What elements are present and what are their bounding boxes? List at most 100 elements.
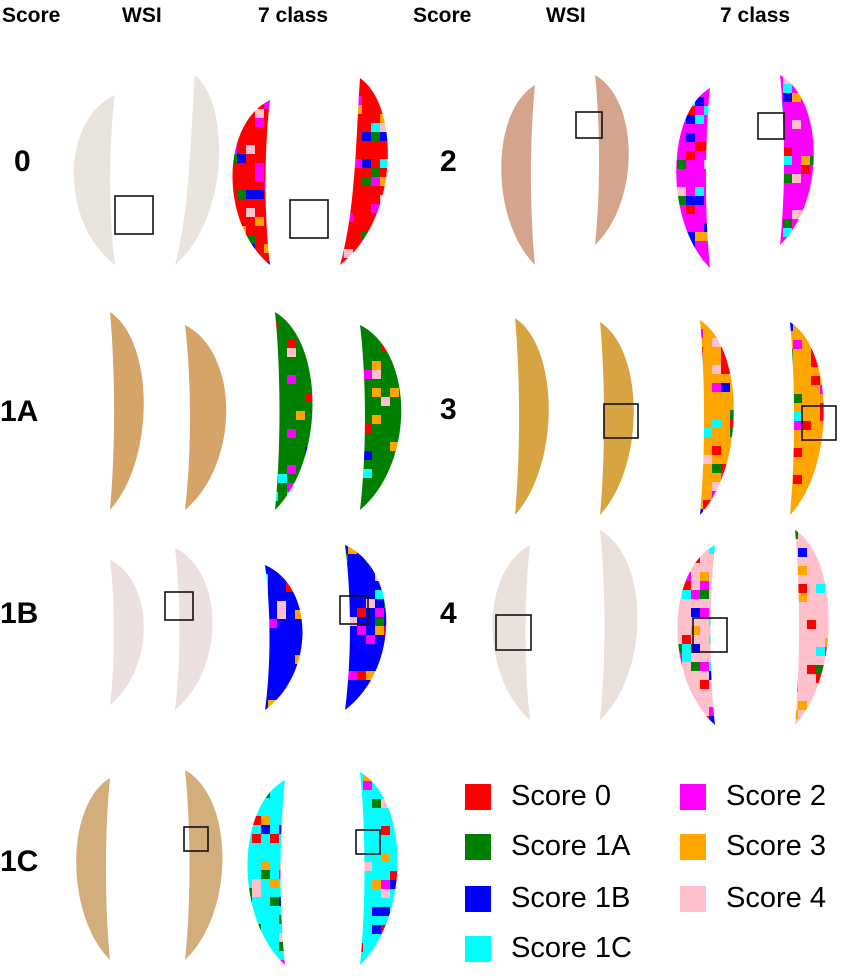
heatmap-tile (255, 199, 264, 208)
heatmap-tile (278, 321, 287, 330)
heatmap-tile (807, 638, 816, 647)
heatmap-tile (219, 244, 228, 253)
heatmap-tile (757, 421, 766, 430)
heatmap-tile (309, 262, 318, 271)
heatmap-tile (793, 475, 802, 484)
heatmap-tile (303, 680, 312, 689)
heatmap-tile (700, 662, 709, 671)
heatmap-tile (407, 150, 416, 159)
heatmap-tile (304, 601, 313, 610)
legend-label: Score 2 (726, 780, 826, 812)
heatmap-tile (317, 186, 326, 195)
heatmap-tile (722, 115, 731, 124)
heatmap-tile (691, 590, 700, 599)
heatmap-tile (305, 474, 313, 483)
heatmap-tile (677, 115, 686, 124)
heatmap-tile (713, 178, 722, 187)
heatmap-tile (730, 484, 739, 493)
heatmap-tile (704, 151, 710, 160)
heatmap-tile (686, 241, 695, 250)
heatmap-tile (738, 192, 747, 201)
heatmap-tile (314, 393, 323, 402)
heatmap-tile (780, 638, 789, 647)
heatmap-tile (417, 799, 426, 808)
heatmap-tile (772, 644, 781, 653)
heatmap-tile (318, 880, 327, 889)
heatmap-tile (237, 217, 246, 226)
heatmap-tile (408, 862, 417, 871)
heatmap-tile (402, 545, 411, 554)
heatmap-tile (317, 105, 326, 114)
heatmap-tile (308, 114, 317, 123)
heatmap-tile (318, 898, 327, 907)
heatmap-tile (288, 897, 297, 906)
heatmap-tile (766, 457, 775, 466)
heatmap-tile (360, 862, 363, 871)
heatmap-tile (749, 142, 758, 151)
heatmap-tile (234, 942, 243, 951)
heatmap-tile (807, 584, 816, 593)
heatmap-tile (309, 889, 318, 898)
heatmap-tile (676, 88, 677, 97)
heatmap-tile (700, 671, 709, 680)
heatmap-tile (265, 583, 268, 592)
heatmap-tile (247, 789, 252, 798)
heatmap-tile (279, 816, 285, 825)
legend-swatch (465, 935, 491, 962)
heatmap-tile (783, 75, 792, 84)
heatmap-tile (847, 385, 856, 394)
heatmap-tile (380, 150, 388, 159)
heatmap-tile (323, 483, 332, 492)
heatmap-tile (300, 163, 309, 172)
heatmap-tile (294, 554, 303, 563)
heatmap-tile (819, 111, 828, 120)
heatmap-tile (290, 96, 299, 105)
wsi-tissue-section (595, 75, 629, 245)
heatmap-tile (297, 960, 306, 969)
heatmap-tile (740, 187, 749, 196)
heatmap-tile (713, 196, 722, 205)
heatmap-tile (659, 133, 668, 142)
heatmap-tile (767, 241, 776, 250)
heatmap-tile (250, 601, 259, 610)
heatmap-tile (285, 554, 294, 563)
heatmap-tile (381, 943, 390, 952)
heatmap-tile (650, 241, 659, 250)
heatmap-tile (685, 338, 694, 347)
heatmap-tile (667, 392, 676, 401)
heatmap-tile (739, 437, 748, 446)
heatmap-tile (739, 340, 748, 349)
heatmap-tile (242, 402, 251, 411)
heatmap-tile (667, 473, 676, 482)
heatmap-tile (790, 367, 793, 376)
heatmap-tile (309, 907, 318, 916)
heatmap-tile (745, 563, 754, 572)
heatmap-tile (739, 482, 748, 491)
heatmap-tile (713, 241, 722, 250)
heatmap-tile (686, 142, 695, 151)
heatmap-tile (820, 412, 824, 421)
heatmap-tile (332, 483, 341, 492)
heatmap-tile (408, 352, 417, 361)
heatmap-tile (268, 691, 277, 700)
heatmap-tile (765, 102, 774, 111)
heatmap-tile (700, 716, 709, 725)
heatmap-tile (360, 916, 363, 925)
heatmap-tile (305, 357, 313, 366)
heatmap-tile (744, 692, 753, 701)
heatmap-tile (345, 907, 354, 916)
heatmap-tile (223, 646, 232, 655)
heatmap-tile (232, 583, 241, 592)
heatmap-tile (775, 322, 784, 331)
heatmap-tile (345, 635, 348, 644)
heatmap-tile (700, 374, 703, 383)
heatmap-tile (677, 151, 686, 160)
heatmap-tile (731, 142, 740, 151)
heatmap-tile (224, 384, 233, 393)
heatmap-tile (825, 539, 829, 548)
heatmap-tile (340, 168, 344, 177)
heatmap-tile (295, 709, 303, 710)
heatmap-tile (363, 925, 372, 934)
heatmap-tile (314, 339, 323, 348)
heatmap-tile (718, 671, 727, 680)
